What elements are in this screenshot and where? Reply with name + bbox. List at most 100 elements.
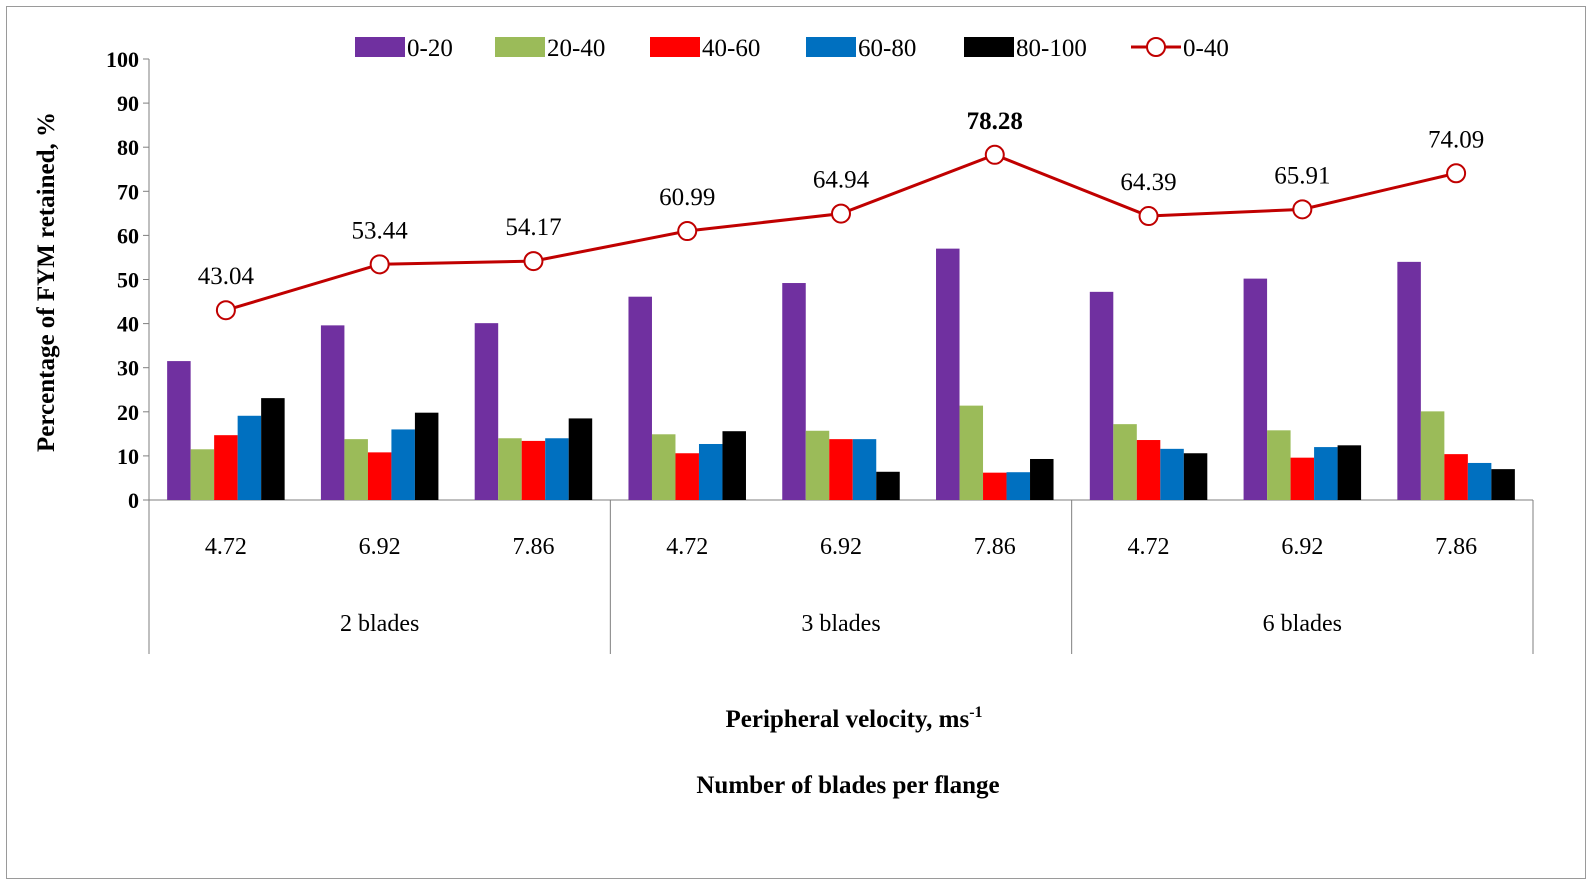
bar-60-80 <box>1467 462 1492 500</box>
legend-label: 0-40 <box>1183 35 1229 62</box>
bar-20-40 <box>498 438 522 500</box>
bar-40-60 <box>1136 440 1161 500</box>
x-tick-label: 7.86 <box>974 534 1016 560</box>
bar-60-80 <box>1314 447 1338 500</box>
legend: 0-20 20-40 40-60 60-80 80-100 0-40 <box>355 35 1229 62</box>
legend-label: 80-100 <box>1016 35 1087 62</box>
chart-axes: 0 10 20 30 40 50 60 70 80 90 100 4.72 6.92 7.86 4.72 6.… <box>106 47 1534 654</box>
bar-20-40 <box>190 449 215 500</box>
bar-80-100 <box>261 398 285 500</box>
bar-20-40 <box>959 405 984 500</box>
bar-40-60 <box>1444 454 1468 500</box>
y-tick-label: 30 <box>117 356 139 381</box>
bar-40-60 <box>983 472 1007 500</box>
data-label: 65.91 <box>1274 162 1330 189</box>
y-tick-label: 70 <box>117 179 139 204</box>
bar-20-40 <box>1420 411 1445 500</box>
x-tick-label: 4.72 <box>1128 534 1170 560</box>
chart-frame: 0 10 20 30 40 50 60 70 80 90 100 4.72 6.92 7.86 4.72 6.… <box>6 6 1586 879</box>
legend-marker <box>1146 37 1166 57</box>
data-label: 53.44 <box>352 217 409 244</box>
y-axis-title: Percentage of FYM retained, % <box>33 112 60 452</box>
bar-40-60 <box>521 440 546 500</box>
x-tick-label: 6.92 <box>1281 534 1323 560</box>
chart-svg: 0 10 20 30 40 50 60 70 80 90 100 4.72 6.92 7.86 4.72 6.… <box>33 35 1534 799</box>
x-axis-second-title: Number of blades per flange <box>696 772 999 799</box>
y-tick-label: 40 <box>117 312 139 337</box>
line-point <box>984 144 1005 165</box>
bar-0-20 <box>628 296 652 500</box>
bar-40-60 <box>675 453 699 500</box>
bar-80-100 <box>568 418 593 500</box>
y-tick-label: 60 <box>117 223 139 248</box>
group-label: 6 blades <box>1263 611 1342 637</box>
bar-20-40 <box>651 434 676 500</box>
bar-40-60 <box>829 439 853 500</box>
bar-0-20 <box>1089 291 1114 500</box>
bar-60-80 <box>1006 472 1031 500</box>
legend-label: 60-80 <box>858 35 916 62</box>
bar-20-40 <box>1113 424 1137 500</box>
data-label: 43.04 <box>198 263 255 290</box>
line-point <box>1292 199 1313 220</box>
line-point <box>1446 163 1467 184</box>
bar-80-100 <box>1183 453 1208 500</box>
bar-40-60 <box>214 435 238 500</box>
x-tick-label: 7.86 <box>512 534 554 560</box>
y-tick-label: 100 <box>106 47 139 72</box>
legend-swatch <box>495 37 545 57</box>
y-tick-label: 90 <box>117 91 139 116</box>
bar-20-40 <box>805 430 830 500</box>
data-label: 64.39 <box>1120 169 1176 196</box>
x-tick-label: 6.92 <box>359 534 401 560</box>
group-label: 3 blades <box>801 611 880 637</box>
x-tick-label: 4.72 <box>205 534 247 560</box>
line-layer <box>215 144 1467 321</box>
bar-80-100 <box>414 412 439 500</box>
line-point <box>215 300 236 321</box>
y-tick-label: 0 <box>128 488 139 513</box>
line-point <box>1138 206 1159 227</box>
legend-label: 20-40 <box>547 35 605 62</box>
bar-0-20 <box>320 325 345 500</box>
bar-0-20 <box>1397 261 1421 500</box>
bar-0-20 <box>1243 278 1268 500</box>
legend-label: 40-60 <box>702 35 760 62</box>
bar-0-20 <box>167 361 191 500</box>
bar-60-80 <box>545 438 569 500</box>
x-tick-label: 4.72 <box>666 534 708 560</box>
legend-swatch <box>355 37 405 57</box>
bar-0-20 <box>782 283 806 500</box>
x-axis-title-main: Peripheral velocity, ms <box>725 706 969 733</box>
bar-60-80 <box>237 415 262 500</box>
bar-20-40 <box>1267 430 1291 500</box>
bars-layer <box>167 248 1515 500</box>
bar-80-100 <box>722 431 746 500</box>
data-label: 54.17 <box>505 214 561 241</box>
bar-60-80 <box>852 439 877 500</box>
bar-0-20 <box>936 248 960 500</box>
legend-swatch <box>964 37 1014 57</box>
bar-60-80 <box>391 429 415 500</box>
legend-swatch <box>806 37 856 57</box>
x-axis-title-sup: -1 <box>969 704 982 721</box>
bar-40-60 <box>367 452 392 500</box>
data-label: 78.28 <box>967 108 1023 135</box>
y-tick-label: 50 <box>117 268 139 293</box>
bar-60-80 <box>698 443 723 500</box>
bar-20-40 <box>344 439 368 500</box>
bar-60-80 <box>1160 448 1184 500</box>
line-point <box>369 254 390 275</box>
data-label: 64.94 <box>813 167 870 194</box>
line-point <box>523 251 544 272</box>
bar-0-20 <box>474 323 499 500</box>
bar-80-100 <box>1337 445 1362 500</box>
y-tick-label: 10 <box>117 444 139 469</box>
legend-label: 0-20 <box>407 35 453 62</box>
group-label: 2 blades <box>340 611 419 637</box>
line-point <box>831 203 851 224</box>
line-point <box>677 221 698 242</box>
bar-80-100 <box>1491 469 1515 500</box>
bar-80-100 <box>1030 458 1054 500</box>
x-tick-label: 6.92 <box>820 534 862 560</box>
